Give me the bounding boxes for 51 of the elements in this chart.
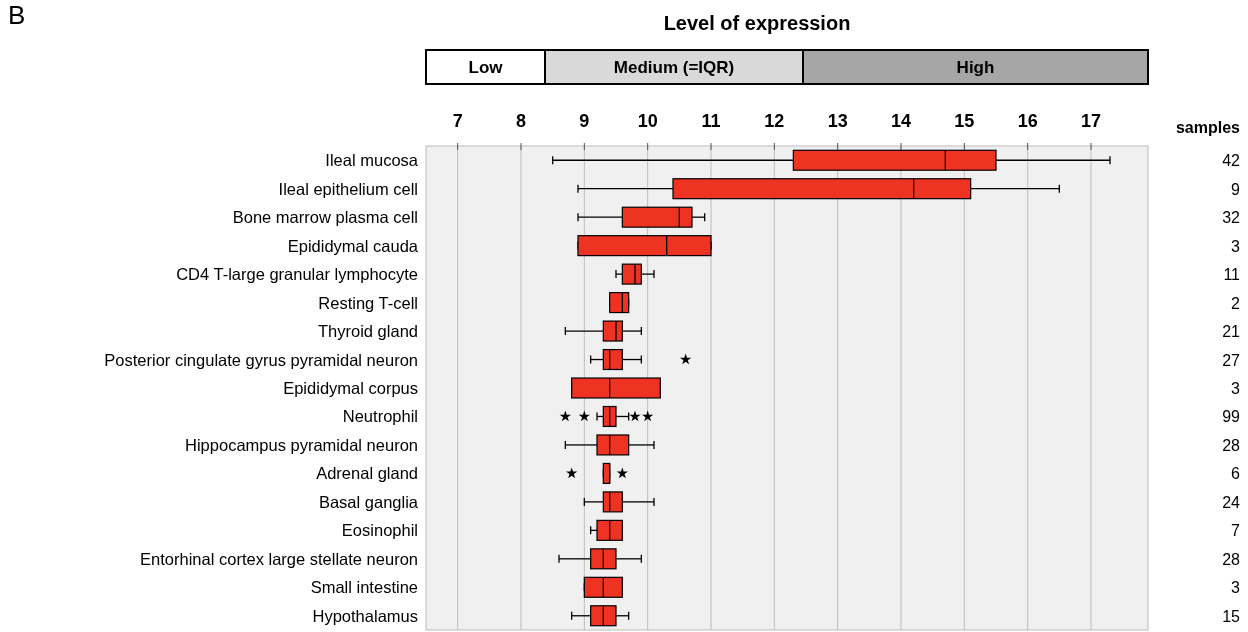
x-tick-label: 7 <box>452 111 463 131</box>
text: B <box>8 0 26 30</box>
text: 9 <box>1231 180 1241 198</box>
chart-title: Level of expression <box>663 12 851 34</box>
text: High <box>956 58 995 77</box>
text: 15 <box>1222 607 1241 625</box>
y-tick-label: Ileal epithelium cell <box>278 179 418 198</box>
text: 2 <box>1231 294 1241 312</box>
y-tick-label: Adrenal gland <box>316 464 418 483</box>
y-tick-label: Neutrophil <box>342 407 418 426</box>
text: 24 <box>1222 493 1241 511</box>
y-tick-label: Eosinophil <box>341 521 418 540</box>
x-tick-label: 14 <box>890 111 912 131</box>
y-tick-label: Basal ganglia <box>318 492 419 511</box>
text: 28 <box>1222 436 1241 454</box>
text: Low <box>468 58 504 77</box>
text: 21 <box>1222 323 1241 341</box>
y-tick-label: Resting T-cell <box>318 293 418 312</box>
y-tick-label: Posterior cingulate gyrus pyramidal neuron <box>104 350 418 369</box>
text: 3 <box>1231 237 1241 255</box>
y-tick-label: Epididymal cauda <box>287 236 419 255</box>
x-tick-label: 15 <box>954 111 975 131</box>
x-tick-label: 8 <box>515 111 527 131</box>
text: Medium (=IQR) <box>613 58 735 77</box>
x-tick-label: 10 <box>637 111 658 131</box>
y2-axis-title: samples <box>1175 119 1241 136</box>
text: 3 <box>1231 579 1241 597</box>
text: 3 <box>1231 380 1241 397</box>
y-tick-label: Entorhinal cortex large stellate neuron <box>140 549 418 568</box>
x-tick-label: 11 <box>701 111 721 131</box>
text: 32 <box>1222 209 1241 227</box>
y-tick-label: Ileal mucosa <box>325 151 419 170</box>
y-tick-label: CD4 T-large granular lymphocyte <box>176 265 418 284</box>
x-tick-label: 13 <box>827 111 848 131</box>
text: 99 <box>1222 408 1241 426</box>
y-tick-label: Hippocampus pyramidal neuron <box>185 435 418 454</box>
text: 6 <box>1231 465 1241 483</box>
y-tick-label: Hypothalamus <box>312 606 418 625</box>
text: 11 <box>1223 266 1241 284</box>
x-tick-label: 16 <box>1017 111 1038 131</box>
y-tick-label: Small intestine <box>310 578 418 597</box>
y-tick-label: Thyroid gland <box>318 322 418 341</box>
y-tick-label: Bone marrow plasma cell <box>232 208 418 227</box>
text: 42 <box>1222 152 1241 170</box>
x-tick-label: 17 <box>1080 111 1102 131</box>
y-tick-label: Epididymal corpus <box>283 379 418 397</box>
text: 27 <box>1222 351 1241 369</box>
text: 7 <box>1231 522 1241 540</box>
x-tick-label: 9 <box>579 111 590 131</box>
text: 28 <box>1222 550 1241 568</box>
x-tick-label: 12 <box>764 111 785 131</box>
